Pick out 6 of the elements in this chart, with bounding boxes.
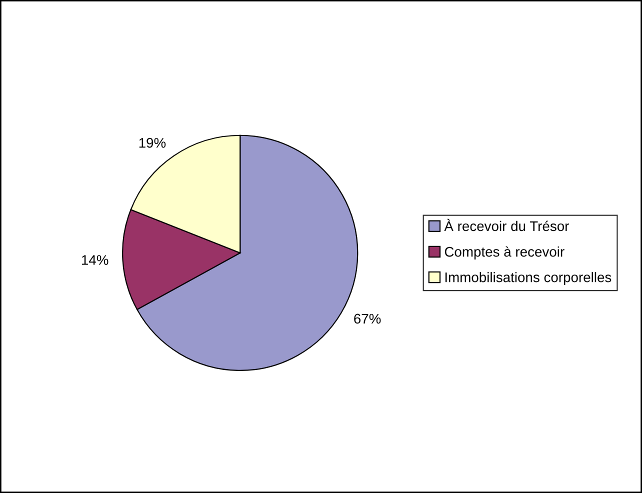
legend-label: Comptes à recevoir [444, 246, 564, 260]
data-label: 67% [354, 314, 381, 324]
data-label: 14% [82, 255, 108, 265]
data-label: 19% [139, 138, 166, 148]
legend-label: À recevoir du Trésor [444, 218, 569, 232]
legend-label: Immobilisations corporelles [445, 272, 612, 285]
